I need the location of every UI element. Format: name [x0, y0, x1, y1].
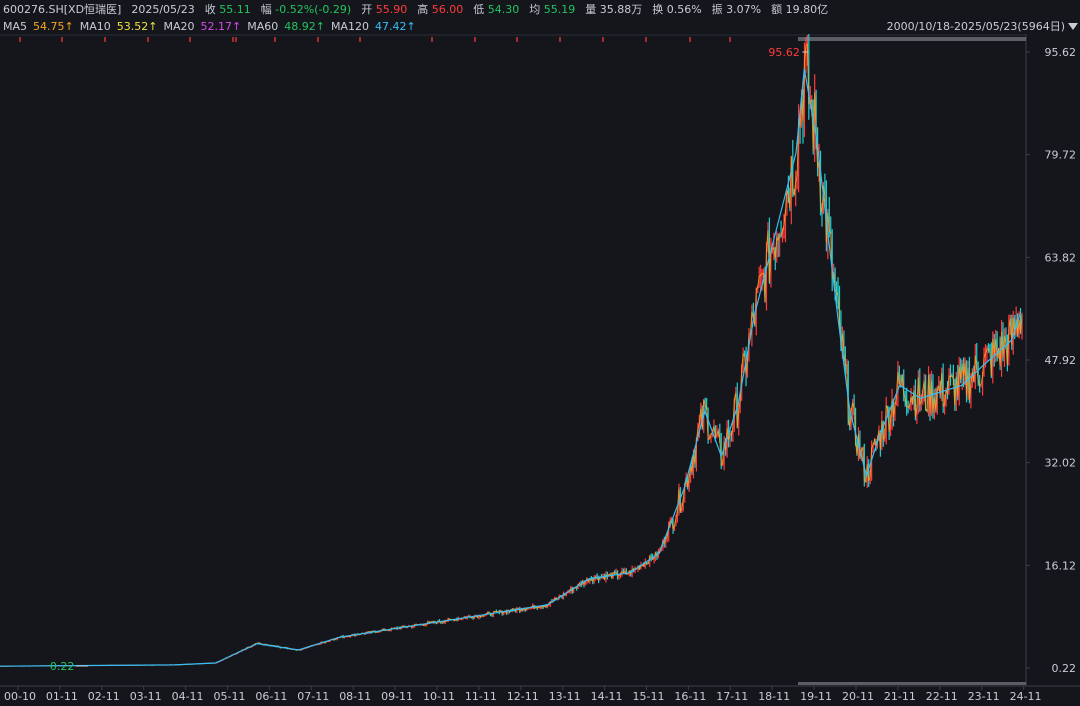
- x-tick-label: 23-11: [968, 690, 1000, 703]
- ma20-value: 52.17↑: [200, 19, 242, 33]
- high-label: 高: [417, 3, 429, 16]
- x-tick-label: 00-10: [4, 690, 36, 703]
- ma10-name: MA10: [79, 19, 111, 33]
- ma120-name: MA120: [330, 19, 369, 33]
- amount-label: 额: [771, 3, 783, 16]
- change-label: 幅: [260, 3, 272, 16]
- x-tick-label: 21-11: [884, 690, 916, 703]
- avg-value: 55.19: [543, 3, 576, 16]
- x-tick-label: 20-11: [842, 690, 874, 703]
- x-tick-label: 06-11: [255, 690, 287, 703]
- open-label: 开: [361, 3, 373, 16]
- turnover-value: 0.56%: [666, 3, 702, 16]
- x-tick-label: 03-11: [130, 690, 162, 703]
- ma120-value: 47.42↑: [374, 19, 416, 33]
- ma-legend: MA5 54.75↑ MA10 53.52↑ MA20 52.17↑ MA60 48.9…: [0, 18, 1080, 34]
- stock-symbol[interactable]: 600276.SH[XD恒瑞医]: [3, 3, 122, 16]
- chevron-down-icon[interactable]: [1068, 22, 1078, 30]
- change-value: -0.52%(-0.29): [275, 3, 352, 16]
- volume-value: 35.88万: [599, 3, 643, 16]
- quote-info-bar: 600276.SH[XD恒瑞医] 2025/05/23 收 55.11 幅 -0…: [0, 0, 1080, 18]
- x-tick-label: 24-11: [1010, 690, 1042, 703]
- max-price-label: 95.62: [768, 46, 800, 59]
- y-tick-label: 0.22: [1052, 662, 1077, 675]
- date-range-selector[interactable]: 2000/10/18-2025/05/23(5964日): [887, 18, 1078, 34]
- ma120-line: [0, 68, 1021, 667]
- volume-label: 量: [585, 3, 597, 16]
- ma20-name: MA20: [163, 19, 195, 33]
- x-tick-label: 10-11: [423, 690, 455, 703]
- x-tick-label: 13-11: [549, 690, 581, 703]
- x-tick-label: 02-11: [88, 690, 120, 703]
- close-value: 55.11: [219, 3, 251, 16]
- x-tick-label: 22-11: [926, 690, 958, 703]
- min-price-label: 0.22: [50, 660, 74, 673]
- ma60-value: 48.92↑: [284, 19, 325, 33]
- amount-value: 19.80亿: [785, 3, 829, 16]
- ma5-name: MA5: [3, 19, 28, 33]
- x-tick-label: 01-11: [46, 690, 78, 703]
- event-strip-top: [798, 37, 1026, 41]
- x-tick-label: 15-11: [633, 690, 665, 703]
- kline-chart[interactable]: 95.62 79.72 63.82 47.92 32.02 16.12 0.22 00-10 0…: [0, 34, 1080, 706]
- x-tick-label: 08-11: [339, 690, 371, 703]
- event-strip-bottom: [798, 682, 1026, 685]
- amplitude-label: 振: [711, 3, 723, 16]
- low-value: 54.30: [487, 3, 520, 16]
- turnover-label: 换: [652, 3, 664, 16]
- low-label: 低: [473, 3, 485, 16]
- x-tick-label: 12-11: [507, 690, 539, 703]
- x-tick-label: 16-11: [674, 690, 706, 703]
- amplitude-value: 3.07%: [726, 3, 762, 16]
- y-tick-label: 95.62: [1045, 46, 1077, 59]
- y-tick-label: 63.82: [1045, 251, 1077, 264]
- y-tick-label: 47.92: [1045, 354, 1077, 367]
- ma60-name: MA60: [247, 19, 279, 33]
- y-tick-label: 32.02: [1045, 457, 1077, 470]
- x-tick-label: 11-11: [465, 690, 497, 703]
- high-value: 56.00: [431, 3, 464, 16]
- ma5-value: 54.75↑: [33, 19, 74, 33]
- close-label: 收: [204, 3, 216, 16]
- y-tick-label: 16.12: [1045, 559, 1077, 572]
- x-tick-label: 14-11: [591, 690, 623, 703]
- y-tick-label: 79.72: [1045, 149, 1077, 162]
- ma10-value: 53.52↑: [116, 19, 158, 33]
- x-tick-label: 09-11: [381, 690, 413, 703]
- x-tick-label: 18-11: [758, 690, 790, 703]
- date-range-label: 2000/10/18-2025/05/23(5964日): [886, 20, 1065, 33]
- x-tick-label: 19-11: [800, 690, 832, 703]
- x-tick-label: 05-11: [214, 690, 246, 703]
- x-tick-label: 07-11: [297, 690, 329, 703]
- x-tick-label: 04-11: [172, 690, 204, 703]
- ma5-line: [0, 42, 1023, 667]
- avg-label: 均: [529, 3, 541, 16]
- quote-date: 2025/05/23: [131, 2, 195, 16]
- x-tick-label: 17-11: [716, 690, 748, 703]
- open-value: 55.90: [375, 3, 408, 16]
